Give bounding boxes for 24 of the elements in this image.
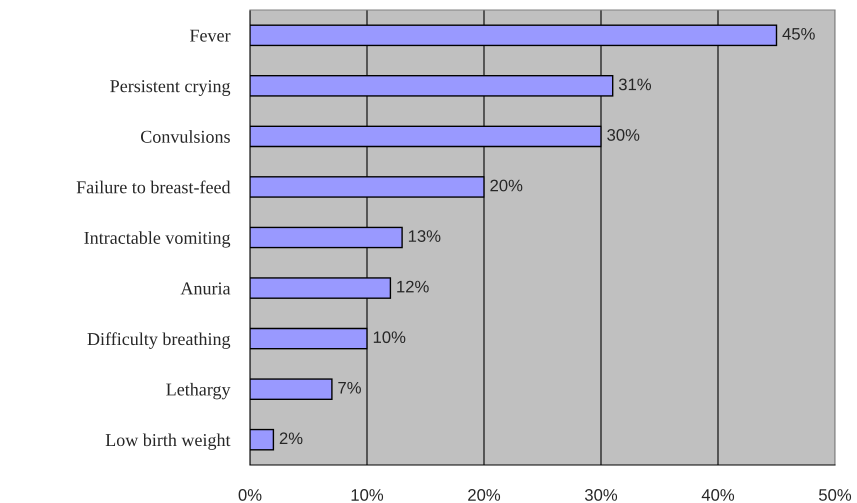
x-tick-label: 50% xyxy=(818,489,852,501)
data-label: 10% xyxy=(374,331,406,344)
y-tick-label: Persistent crying xyxy=(110,80,230,96)
y-tick-label: Lethargy xyxy=(166,382,230,400)
x-tick-label: 10% xyxy=(352,489,384,501)
data-label: 31% xyxy=(618,78,652,90)
x-tick-label: 30% xyxy=(584,489,618,501)
y-tick-label: Fever xyxy=(190,30,230,42)
y-tick-label: Failure to breast-feed xyxy=(76,180,230,194)
y-tick-label: Anuria xyxy=(180,282,230,294)
x-tick-label: 20% xyxy=(468,489,500,501)
data-label: 12% xyxy=(397,280,429,292)
data-label: 2% xyxy=(280,432,302,444)
y-tick-label: Low birth weight xyxy=(106,433,230,450)
data-label: 7% xyxy=(338,382,361,394)
data-label: 30% xyxy=(607,129,640,141)
y-tick-label: Intractable vomiting xyxy=(84,231,230,248)
data-label: 45% xyxy=(782,28,815,40)
data-label: 13% xyxy=(408,230,440,242)
y-tick-label: Difficulty breathing xyxy=(87,332,230,349)
y-tick-label: Convulsions xyxy=(141,130,230,143)
x-tick-label: 0% xyxy=(238,489,262,501)
x-tick-label: 40% xyxy=(702,489,734,501)
data-label: 20% xyxy=(490,180,522,192)
